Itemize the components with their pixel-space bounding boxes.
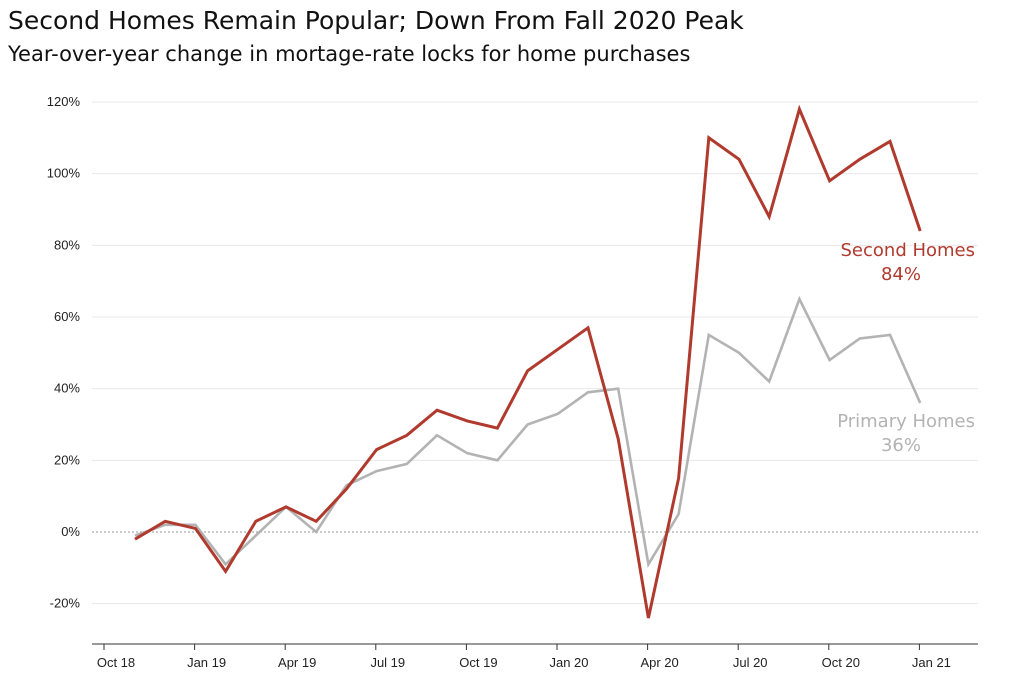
x-axis: Oct 18 Jan 19 Apr 19 Jul 19 Oct 19 Jan 20 Apr … [92, 643, 978, 670]
x-tick-label: Oct 18 [97, 655, 135, 670]
y-tick-label: -20% [50, 596, 81, 611]
y-tick-label: 120% [47, 94, 81, 109]
second-homes-end-value: 84% [881, 264, 921, 285]
primary-homes-end-value: 36% [881, 435, 921, 456]
x-tick-label: Jan 20 [549, 655, 588, 670]
x-tick-label: Jul 20 [733, 655, 768, 670]
y-axis-labels: -20% 0% 20% 40% 60% 80% 100% 120% [47, 94, 81, 611]
primary-homes-line [134, 295, 922, 568]
x-tick-label: Oct 20 [822, 655, 860, 670]
x-tick-label: Jan 19 [187, 655, 226, 670]
y-tick-label: 40% [54, 381, 80, 396]
chart-title: Second Homes Remain Popular; Down From F… [8, 6, 744, 35]
x-tick-label: Oct 19 [459, 655, 497, 670]
y-tick-label: 0% [61, 524, 80, 539]
y-tick-label: 60% [54, 309, 80, 324]
second-homes-series-name: Second Homes [841, 240, 976, 261]
series-lines [134, 104, 922, 619]
y-tick-label: 100% [47, 166, 81, 181]
x-tick-label: Apr 19 [278, 655, 316, 670]
x-tick-label: Apr 20 [640, 655, 678, 670]
gridlines [92, 101, 978, 605]
second-homes-line [134, 104, 922, 619]
series-end-labels: Second Homes 84% Primary Homes 36% [837, 240, 975, 456]
y-tick-label: 20% [54, 452, 80, 467]
y-tick-label: 80% [54, 237, 80, 252]
primary-homes-series-name: Primary Homes [837, 411, 975, 432]
x-tick-label: Jul 19 [370, 655, 405, 670]
chart-subtitle: Year-over-year change in mortage-rate lo… [8, 42, 691, 66]
x-tick-label: Jan 21 [912, 655, 951, 670]
